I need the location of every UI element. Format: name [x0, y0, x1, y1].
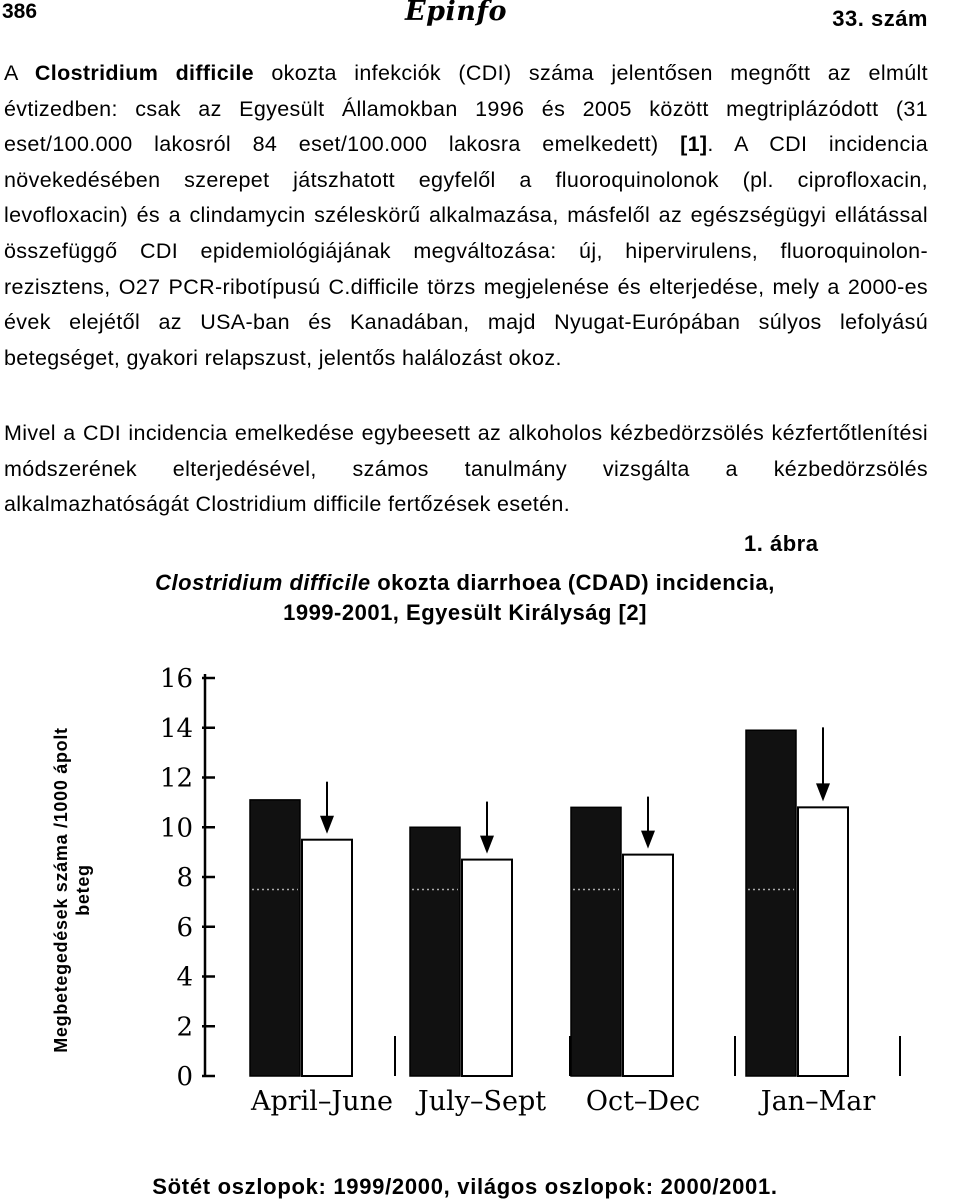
y-tick-label: 12	[160, 764, 193, 794]
bar-1999-2000	[409, 826, 461, 1077]
bar-chart: 0 2 4 6 8 10 12 14 16 April–June July–Sept Oct–Dec J…	[160, 664, 901, 1117]
y-axis-label-line2: beteg	[73, 864, 93, 916]
bar-2000-2001	[301, 838, 353, 1077]
bar-1999-2000	[570, 806, 622, 1077]
page-number: 386	[2, 0, 38, 23]
x-category-label: Oct–Dec	[586, 1086, 700, 1117]
x-category-label: July–Sept	[415, 1086, 546, 1117]
y-axis-label: Megbetegedések száma /1000 ápolt beteg	[50, 690, 110, 1090]
y-tick-label: 14	[160, 714, 193, 744]
paragraph-1-segment: A	[4, 61, 35, 85]
y-tick-label: 4	[176, 963, 193, 993]
paragraph-1-segment: Clostridium difficile	[34, 61, 254, 85]
bar-1999-2000	[745, 729, 797, 1077]
epinfo-logo: Epinfo	[405, 0, 507, 27]
y-tick-label: 0	[176, 1062, 193, 1092]
figure-title-line2: 1999-2001, Egyesült Királyság [2]	[283, 600, 647, 625]
arrow-head-icon	[816, 783, 830, 802]
paragraph-1-segment: [1]	[680, 132, 708, 157]
issue-number: 33. szám	[832, 6, 928, 31]
bar-2000-2001	[622, 853, 674, 1077]
paragraph-1-segment: okozta infekciók (CDI) száma jelentősen …	[4, 61, 928, 157]
y-tick-label: 6	[176, 913, 193, 943]
figure-title: Clostridium difficile okozta diarrhoea (…	[0, 568, 930, 628]
arrow-head-icon	[320, 815, 334, 834]
bar-2000-2001	[797, 806, 849, 1077]
paragraph-1-segment: . A CDI incidencia növekedésében szerepe…	[4, 132, 929, 370]
arrow-head-icon	[480, 835, 494, 854]
x-category-label: Jan–Mar	[758, 1086, 876, 1117]
figure-caption: Sötét oszlopok: 1999/2000, világos oszlo…	[152, 1174, 778, 1199]
y-tick-label: 10	[160, 813, 193, 843]
paragraph-2: Mivel a CDI incidencia emelkedése egybee…	[4, 421, 928, 517]
figure-title-organism: Clostridium difficile	[155, 570, 371, 595]
arrow-head-icon	[641, 830, 655, 849]
y-tick-label: 8	[176, 863, 193, 893]
x-category-label: April–June	[250, 1086, 393, 1117]
figure-label: 1. ábra	[744, 531, 819, 556]
y-tick-label: 2	[176, 1012, 193, 1042]
bar-1999-2000	[249, 799, 301, 1077]
paragraph-1: A Clostridium difficile okozta infekciók…	[4, 56, 928, 376]
bar-2000-2001	[461, 858, 513, 1077]
y-axis-label-line1: Megbetegedések száma /1000 ápolt	[51, 727, 71, 1053]
y-tick-label: 16	[160, 664, 193, 694]
figure-title-rest: okozta diarrhoea (CDAD) incidencia,	[370, 570, 775, 595]
